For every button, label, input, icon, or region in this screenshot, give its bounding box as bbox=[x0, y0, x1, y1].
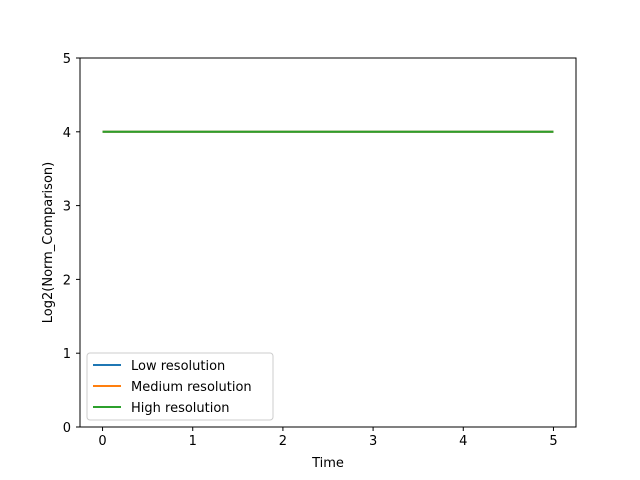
x-axis-ticks: 0 1 2 3 4 5 bbox=[98, 427, 558, 449]
y-tick-label: 0 bbox=[63, 421, 71, 436]
x-tick-label: 2 bbox=[279, 434, 287, 449]
y-tick-label: 5 bbox=[63, 52, 71, 67]
y-tick-label: 1 bbox=[63, 347, 71, 362]
legend-label: High resolution bbox=[131, 401, 230, 416]
legend-label: Low resolution bbox=[131, 359, 225, 374]
y-axis-ticks: 0 1 2 3 4 5 bbox=[63, 52, 80, 436]
legend: Low resolution Medium resolution High reso… bbox=[86, 352, 274, 421]
x-tick-label: 5 bbox=[549, 434, 557, 449]
y-tick-label: 2 bbox=[63, 273, 71, 288]
y-tick-label: 4 bbox=[63, 126, 71, 141]
y-tick-label: 3 bbox=[63, 200, 71, 215]
x-axis-label: Time bbox=[311, 456, 344, 471]
legend-box bbox=[86, 352, 274, 421]
x-tick-label: 1 bbox=[189, 434, 197, 449]
x-tick-label: 3 bbox=[369, 434, 377, 449]
y-axis-label: Log2(Norm_Comparison) bbox=[41, 162, 56, 323]
x-tick-label: 0 bbox=[98, 434, 106, 449]
plot-frame bbox=[79, 57, 577, 428]
x-tick-label: 4 bbox=[459, 434, 467, 449]
legend-label: Medium resolution bbox=[131, 380, 252, 395]
